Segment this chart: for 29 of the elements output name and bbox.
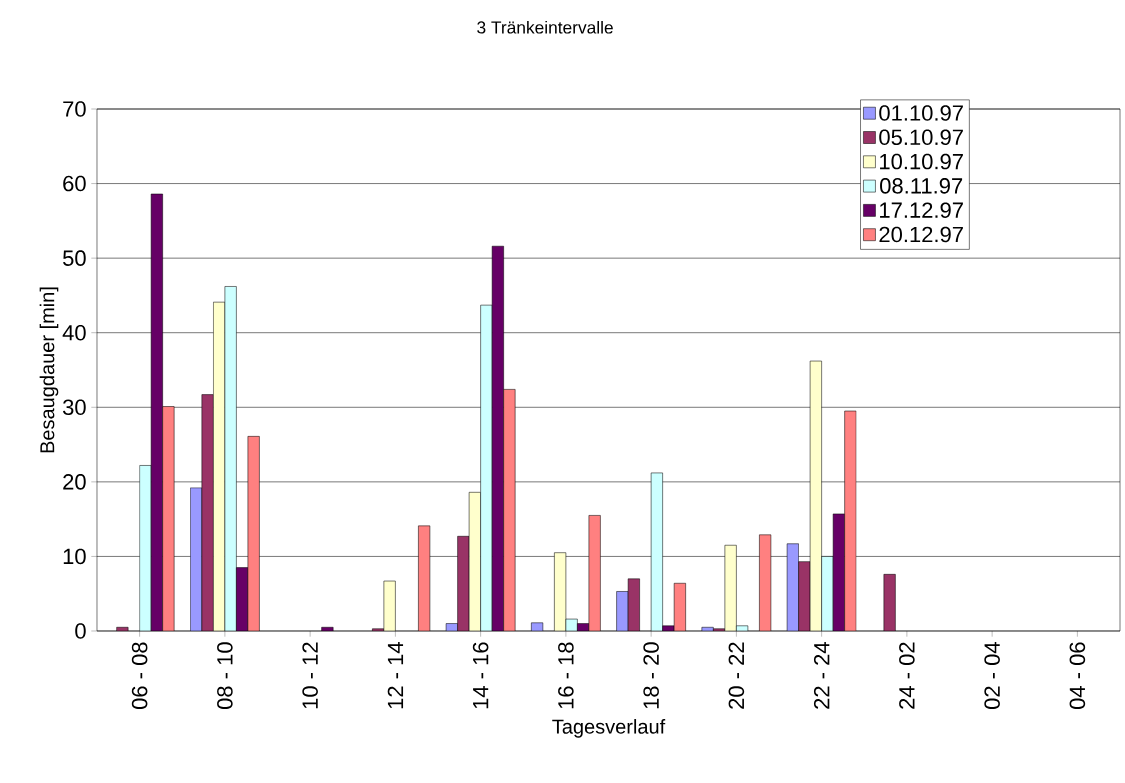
x-tick-label: 04 - 06 xyxy=(1069,642,1086,710)
x-tick-label: 20 - 22 xyxy=(728,642,745,709)
x-tick-label: 12 - 14 xyxy=(387,642,404,709)
y-tick-label: 50 xyxy=(63,250,86,266)
legend-label: 05.10.97 xyxy=(879,129,963,146)
legend-label: 17.12.97 xyxy=(880,202,963,218)
legend-label: 20.12.97 xyxy=(879,226,963,243)
x-tick-label: 22 - 24 xyxy=(813,642,830,709)
y-tick-label: 10 xyxy=(63,548,86,565)
legend-label: 10.10.97 xyxy=(880,153,963,170)
x-tick-label: 02 - 04 xyxy=(984,642,1000,710)
x-axis-title: Tagesverlauf xyxy=(552,719,666,738)
x-tick-label: 10 - 12 xyxy=(302,642,318,709)
y-tick-label: 40 xyxy=(62,324,86,341)
x-tick-label: 24 - 02 xyxy=(899,642,915,709)
y-tick-label: 0 xyxy=(75,623,86,639)
x-tick-label: 08 - 10 xyxy=(217,642,233,710)
legend-label: 08.11.97 xyxy=(880,178,963,194)
legend-label: 01.10.97 xyxy=(879,105,963,121)
x-tick-label: 06 - 08 xyxy=(131,642,148,710)
x-tick-label: 18 - 20 xyxy=(643,642,659,709)
y-axis-title: Besaugdauer [min] xyxy=(39,287,59,453)
y-tick-label: 70 xyxy=(63,101,86,117)
y-tick-label: 60 xyxy=(63,175,86,192)
y-tick-label: 20 xyxy=(63,474,86,490)
x-tick-label: 16 - 18 xyxy=(558,642,574,709)
x-tick-label: 14 - 16 xyxy=(472,642,489,709)
chart-title: 3 Tränkeintervalle xyxy=(477,20,613,34)
y-tick-label: 30 xyxy=(62,399,86,416)
